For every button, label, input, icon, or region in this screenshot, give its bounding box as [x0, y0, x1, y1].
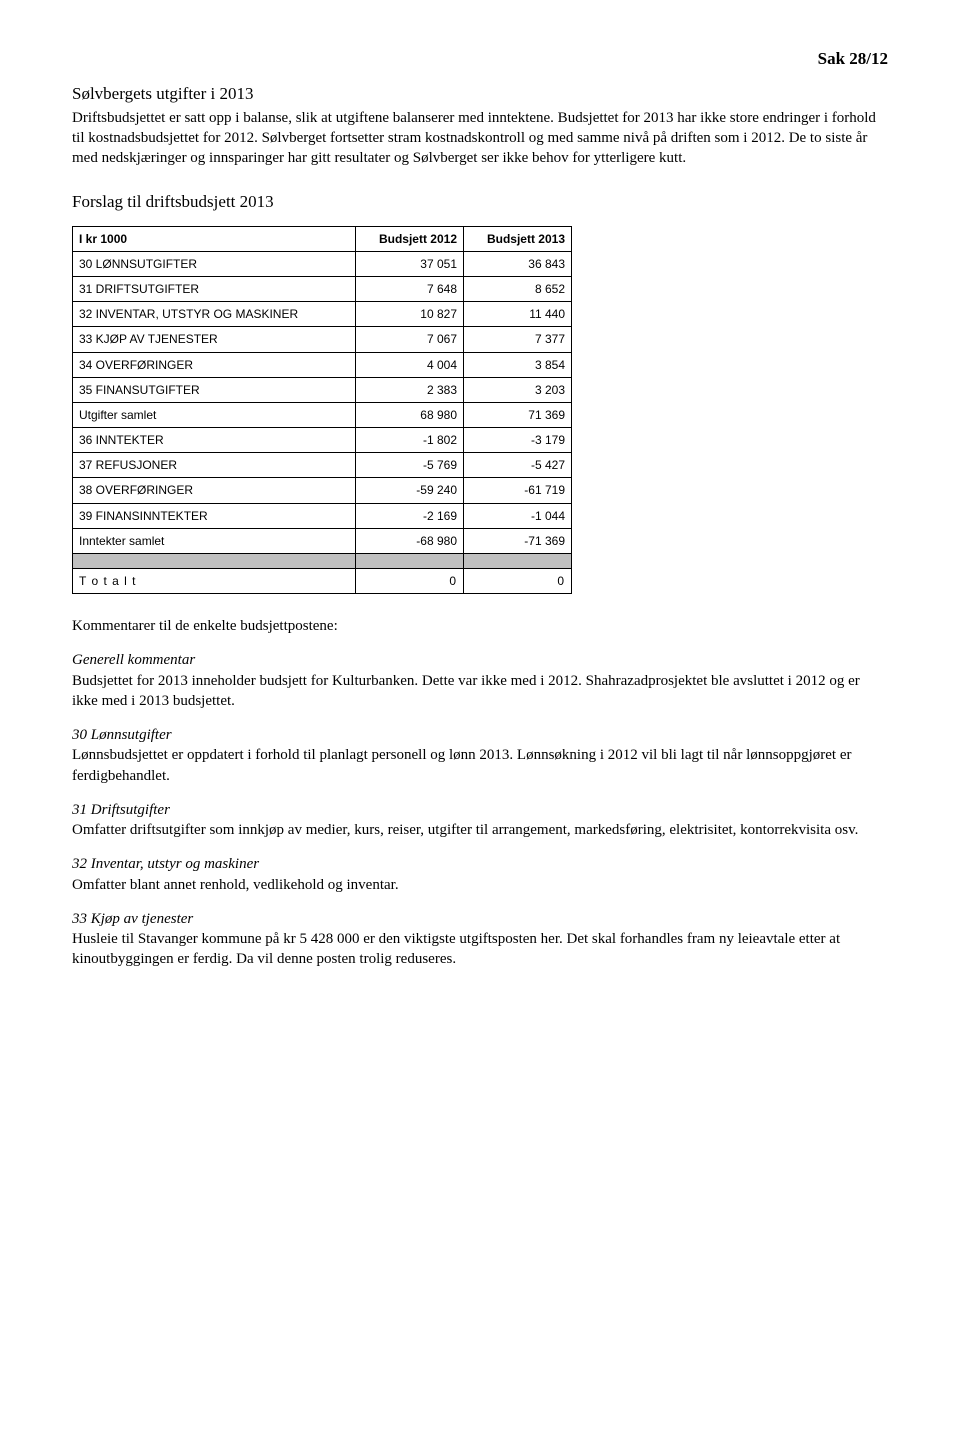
row-label: 33 KJØP AV TJENESTER [73, 327, 356, 352]
row-value-2013: 8 652 [464, 276, 572, 301]
budget-table: I kr 1000 Budsjett 2012 Budsjett 2013 30… [72, 226, 572, 595]
row-value-2013: 71 369 [464, 402, 572, 427]
intro-title: Sølvbergets utgifter i 2013 [72, 83, 888, 106]
sak-header: Sak 28/12 [72, 48, 888, 71]
comment-32-label: 32 Inventar, utstyr og maskiner [72, 854, 888, 874]
comment-33-text: Husleie til Stavanger kommune på kr 5 42… [72, 929, 888, 970]
row-label: Utgifter samlet [73, 402, 356, 427]
row-label: 32 INVENTAR, UTSTYR OG MASKINER [73, 302, 356, 327]
row-value-2012: 37 051 [356, 251, 464, 276]
row-label: 36 INNTEKTER [73, 428, 356, 453]
table-row: 38 OVERFØRINGER-59 240-61 719 [73, 478, 572, 503]
row-value-2013: 7 377 [464, 327, 572, 352]
total-label: T o t a l t [73, 569, 356, 594]
total-2012: 0 [356, 569, 464, 594]
table-row: 35 FINANSUTGIFTER2 3833 203 [73, 377, 572, 402]
comment-generell-text: Budsjettet for 2013 inneholder budsjett … [72, 671, 888, 712]
comment-30-label: 30 Lønnsutgifter [72, 725, 888, 745]
comment-31-text: Omfatter driftsutgifter som innkjøp av m… [72, 820, 888, 840]
row-value-2013: -1 044 [464, 503, 572, 528]
table-row: 31 DRIFTSUTGIFTER7 6488 652 [73, 276, 572, 301]
row-value-2012: 7 648 [356, 276, 464, 301]
row-value-2013: 11 440 [464, 302, 572, 327]
row-label: 38 OVERFØRINGER [73, 478, 356, 503]
comment-33: 33 Kjøp av tjenester Husleie til Stavang… [72, 909, 888, 970]
row-value-2012: 68 980 [356, 402, 464, 427]
row-value-2013: -3 179 [464, 428, 572, 453]
table-header-row: I kr 1000 Budsjett 2012 Budsjett 2013 [73, 226, 572, 251]
row-label: Inntekter samlet [73, 528, 356, 553]
row-label: 30 LØNNSUTGIFTER [73, 251, 356, 276]
row-label: 35 FINANSUTGIFTER [73, 377, 356, 402]
row-value-2012: 10 827 [356, 302, 464, 327]
comment-30-text: Lønnsbudsjettet er oppdatert i forhold t… [72, 745, 888, 786]
row-value-2012: -2 169 [356, 503, 464, 528]
row-value-2013: 36 843 [464, 251, 572, 276]
col-header-2012: Budsjett 2012 [356, 226, 464, 251]
row-label: 37 REFUSJONER [73, 453, 356, 478]
table-total-row: T o t a l t 0 0 [73, 569, 572, 594]
col-header-label: I kr 1000 [73, 226, 356, 251]
comment-33-label: 33 Kjøp av tjenester [72, 909, 888, 929]
comment-32: 32 Inventar, utstyr og maskiner Omfatter… [72, 854, 888, 895]
row-value-2012: 7 067 [356, 327, 464, 352]
table-row: 32 INVENTAR, UTSTYR OG MASKINER10 82711 … [73, 302, 572, 327]
row-value-2013: -71 369 [464, 528, 572, 553]
row-value-2013: 3 203 [464, 377, 572, 402]
comment-31: 31 Driftsutgifter Omfatter driftsutgifte… [72, 800, 888, 841]
row-label: 31 DRIFTSUTGIFTER [73, 276, 356, 301]
table-row: 39 FINANSINNTEKTER-2 169-1 044 [73, 503, 572, 528]
table-row: 30 LØNNSUTGIFTER37 05136 843 [73, 251, 572, 276]
table-row: Inntekter samlet-68 980-71 369 [73, 528, 572, 553]
table-row: Utgifter samlet68 98071 369 [73, 402, 572, 427]
row-value-2013: -61 719 [464, 478, 572, 503]
row-label: 39 FINANSINNTEKTER [73, 503, 356, 528]
forslag-title: Forslag til driftsbudsjett 2013 [72, 191, 888, 214]
row-value-2013: 3 854 [464, 352, 572, 377]
table-spacer-row [73, 554, 572, 569]
comments-heading: Kommentarer til de enkelte budsjettposte… [72, 616, 888, 636]
col-header-2013: Budsjett 2013 [464, 226, 572, 251]
intro-paragraph: Driftsbudsjettet er satt opp i balanse, … [72, 108, 888, 169]
table-row: 36 INNTEKTER-1 802-3 179 [73, 428, 572, 453]
total-2013: 0 [464, 569, 572, 594]
comment-30: 30 Lønnsutgifter Lønnsbudsjettet er oppd… [72, 725, 888, 786]
comment-generell-label: Generell kommentar [72, 650, 888, 670]
table-row: 34 OVERFØRINGER4 0043 854 [73, 352, 572, 377]
row-value-2012: 4 004 [356, 352, 464, 377]
row-value-2012: -68 980 [356, 528, 464, 553]
row-value-2012: -1 802 [356, 428, 464, 453]
table-row: 37 REFUSJONER-5 769-5 427 [73, 453, 572, 478]
comment-32-text: Omfatter blant annet renhold, vedlikehol… [72, 875, 888, 895]
comment-generell: Generell kommentar Budsjettet for 2013 i… [72, 650, 888, 711]
row-value-2012: -5 769 [356, 453, 464, 478]
table-row: 33 KJØP AV TJENESTER7 0677 377 [73, 327, 572, 352]
comment-31-label: 31 Driftsutgifter [72, 800, 888, 820]
row-label: 34 OVERFØRINGER [73, 352, 356, 377]
row-value-2012: -59 240 [356, 478, 464, 503]
row-value-2013: -5 427 [464, 453, 572, 478]
row-value-2012: 2 383 [356, 377, 464, 402]
